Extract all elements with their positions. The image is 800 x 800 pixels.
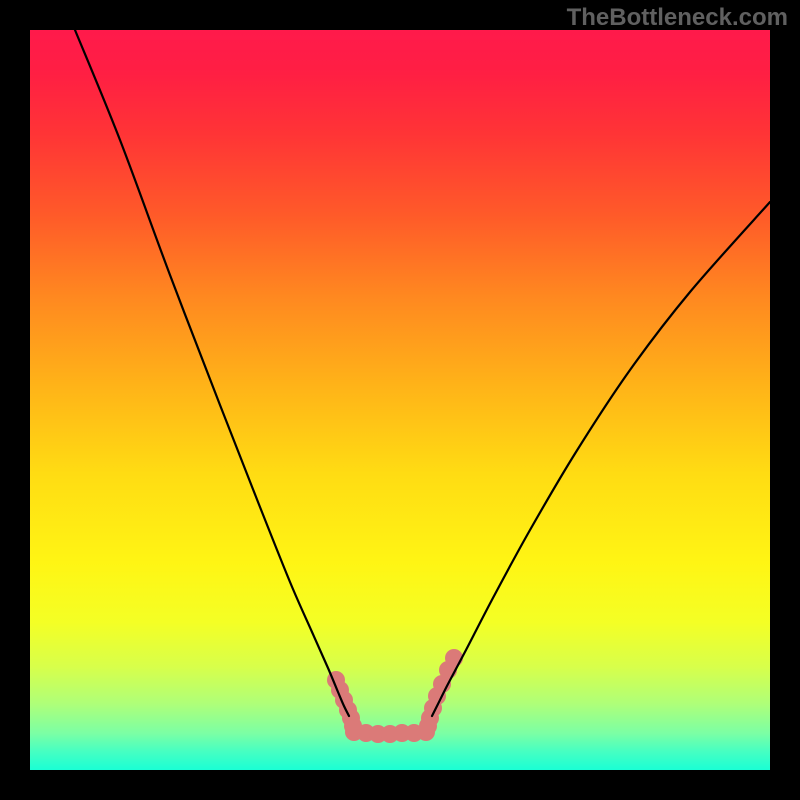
marker-segment xyxy=(345,723,435,743)
watermark-text: TheBottleneck.com xyxy=(567,4,788,32)
marker-segment xyxy=(419,649,463,735)
plot-svg xyxy=(30,30,770,770)
plot-area xyxy=(30,30,770,770)
curve-right-arm xyxy=(432,202,770,716)
curve-left-arm xyxy=(75,30,349,716)
chart-frame: TheBottleneck.com xyxy=(0,0,800,800)
